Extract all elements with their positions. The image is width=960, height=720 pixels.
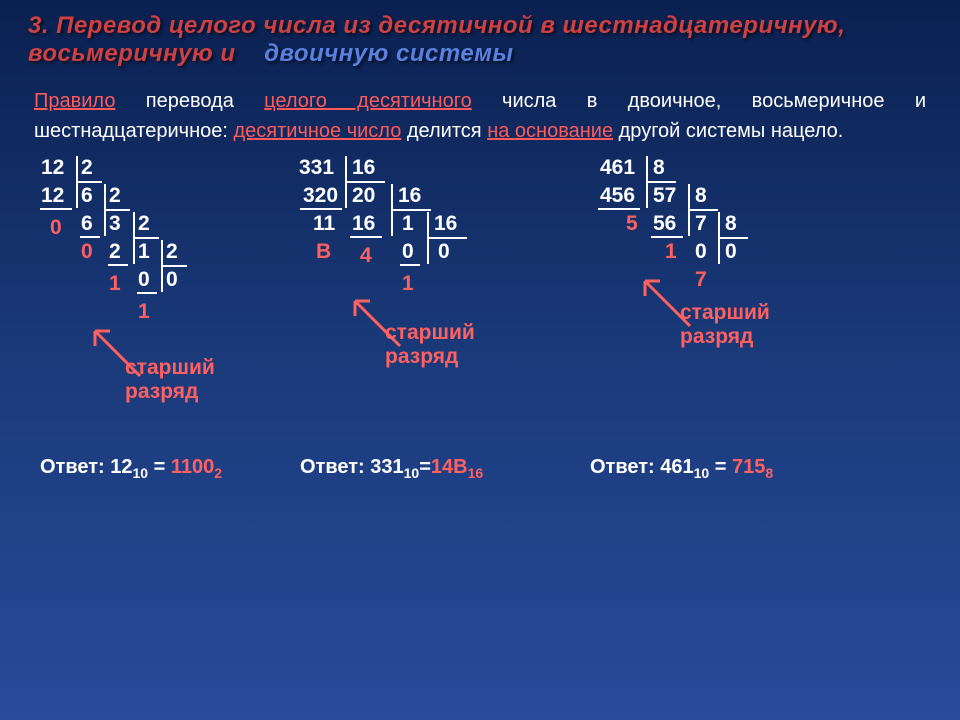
answer-binary: Ответ: 1210 = 11002 [40,456,222,481]
rule-text: Правило перевода целого десятичного числ… [0,72,960,156]
divisions-area: 12 2 12 6 2 0 6 3 2 0 2 1 2 1 0 0 1 стар… [0,156,960,536]
msd-label: старший разряд [385,321,475,369]
slide-title: 3. Перевод целого числа из десятичной в … [0,0,960,72]
title-line-2: восьмеричную и двоичную системы [28,40,932,68]
msd-label: старший разряд [680,301,770,349]
answer-octal: Ответ: 46110 = 7158 [590,456,773,481]
msd-label: старший разряд [125,356,215,404]
title-line-1: 3. Перевод целого числа из десятичной в … [28,12,932,40]
answer-hex: Ответ: 33110=14B16 [300,456,483,481]
